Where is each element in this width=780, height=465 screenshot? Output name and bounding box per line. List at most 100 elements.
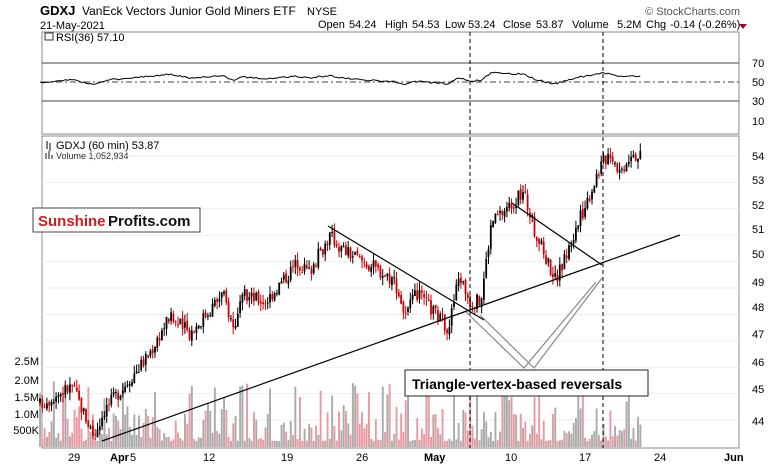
price-bar <box>241 292 244 311</box>
volume-bar <box>317 434 320 447</box>
price-bar <box>351 250 354 264</box>
price-bar <box>489 219 492 255</box>
price-bar <box>414 283 416 297</box>
volume-bar <box>448 438 451 447</box>
volume-bar <box>510 396 513 447</box>
volume-bar <box>466 430 469 447</box>
volume-bar <box>404 400 407 447</box>
price-bar <box>402 300 405 320</box>
price-bar <box>273 291 276 302</box>
volume-bar <box>563 430 566 447</box>
rsi-line <box>39 71 641 85</box>
volume-bar <box>151 417 154 447</box>
price-bar <box>243 285 246 301</box>
price-bar <box>586 191 589 211</box>
volume-bar <box>476 390 478 447</box>
volume-bar <box>418 439 421 447</box>
price-bar <box>370 263 373 278</box>
price-bar <box>151 344 154 359</box>
price-bar <box>487 245 490 265</box>
volume-bar <box>512 414 515 447</box>
volume-bar <box>280 424 283 447</box>
rsi-level-50-label: 50 <box>752 77 764 89</box>
price-bar <box>92 420 94 440</box>
volume-bar <box>515 414 518 447</box>
price-bar <box>517 190 520 207</box>
volume-bar <box>492 440 495 447</box>
rsi-legend-swatch <box>44 32 54 41</box>
volume-bar <box>202 419 205 447</box>
volume-bar <box>236 440 239 447</box>
price-bar <box>110 388 113 408</box>
volume-bar <box>499 431 501 447</box>
volume-bar <box>540 439 543 447</box>
price-bar <box>135 364 138 374</box>
volume-bar <box>181 440 184 447</box>
price-bar <box>66 384 69 395</box>
price-bar <box>69 377 71 401</box>
price-bar <box>322 248 324 258</box>
price-bar <box>154 346 156 358</box>
price-bar <box>165 316 168 336</box>
volume-bar <box>41 438 44 447</box>
price-bar <box>349 246 352 262</box>
x-tick-19: 19 <box>281 452 293 464</box>
volume-bar <box>62 396 64 447</box>
price-bar <box>432 304 435 320</box>
volume-bar <box>98 433 101 447</box>
open-label: Open <box>318 19 345 31</box>
header-name: VanEck Vectors Junior Gold Miners ETF <box>82 4 296 18</box>
annotation-pointers <box>465 277 603 369</box>
volume-bar <box>395 406 398 447</box>
volume-bar <box>115 415 117 447</box>
dropdown-arrow-icon[interactable] <box>739 24 747 29</box>
volume-bar <box>575 418 577 447</box>
price-bar <box>368 264 370 273</box>
volume-bar <box>117 420 120 447</box>
volume-bar <box>455 439 458 447</box>
x-tick-may: May <box>424 452 446 464</box>
volume-bar <box>584 437 587 447</box>
price-bar <box>294 255 297 275</box>
y-tick-47: 47 <box>752 329 764 341</box>
volume-bar <box>227 436 230 447</box>
price-bar <box>218 291 221 308</box>
volume-bar <box>94 438 97 447</box>
price-bar <box>124 381 126 394</box>
volume-bar <box>393 433 396 447</box>
volume-bar <box>591 434 593 447</box>
low-label: Low <box>445 19 465 31</box>
price-bar <box>278 282 281 296</box>
price-bar <box>342 242 345 248</box>
volume-bar <box>526 440 529 447</box>
volume-bar <box>170 440 173 447</box>
price-bar <box>501 209 504 221</box>
volume-bar <box>333 426 336 447</box>
volume-bar <box>637 416 639 447</box>
price-bar <box>225 287 228 306</box>
price-bar <box>96 422 99 438</box>
price-bar <box>103 411 106 421</box>
price-bar <box>230 314 232 322</box>
price-bar <box>568 242 570 261</box>
price-bar <box>271 291 274 303</box>
y-tick-46: 46 <box>752 357 764 369</box>
price-bar <box>607 147 609 165</box>
volume-bar <box>529 434 531 447</box>
price-bar <box>46 397 48 411</box>
volume-bar <box>595 408 598 447</box>
volume-bar <box>347 423 350 447</box>
volume-bar <box>469 386 472 447</box>
y-tick-10: 10 <box>752 116 764 128</box>
annotation-box <box>404 369 649 397</box>
volume-bar <box>305 440 308 447</box>
price-bar <box>443 314 446 335</box>
volume-bar <box>552 413 554 447</box>
price-bar <box>598 171 600 179</box>
volume-bar <box>407 388 409 447</box>
volume-bar <box>285 431 288 447</box>
volume-bar <box>522 427 524 447</box>
price-bar <box>195 322 198 341</box>
volume-bar <box>184 413 186 447</box>
volume-bar <box>554 407 557 447</box>
